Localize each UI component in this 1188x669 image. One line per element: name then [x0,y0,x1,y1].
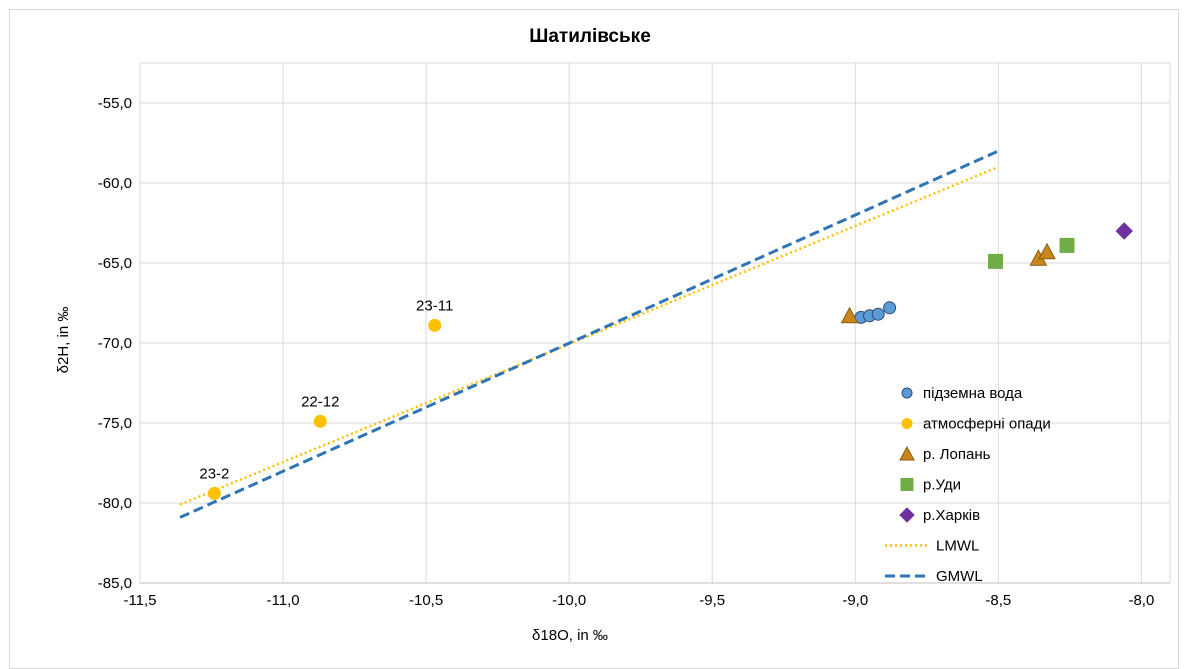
scatter-chart: Шатилівське -85,0 -80,0 -75,0 -70,0 -65,0 -60… [55,26,1171,644]
y-tick-label: -70,0 [98,335,132,352]
data-point [428,318,442,332]
legend-label: GMWL [936,568,983,585]
y-axis-ticks: -85,0 -80,0 -75,0 -70,0 -65,0 -60,0 -55,0 [98,95,132,592]
trend-line-lmwl [179,165,999,506]
x-axis-ticks: -11,5 -11,0 -10,5 -10,0 -9,5 -9,0 -8,5 -8,0 [123,592,1154,609]
y-tick-label: -65,0 [98,255,132,272]
gridlines [139,62,1171,584]
legend-label: р.Уди [923,477,961,494]
legend-label: атмосферні опади [923,416,1051,433]
legend-marker [899,507,915,523]
data-label: 23-2 [199,465,229,482]
chart-title: Шатилівське [529,26,651,47]
legend-marker [900,478,914,491]
data-point [871,307,885,321]
x-tick-label: -8,0 [1128,592,1154,609]
trend-lines [179,149,999,519]
x-tick-label: -8,5 [985,592,1011,609]
data-labels: 23-2 22-12 23-11 [199,297,453,482]
legend-marker [901,418,913,429]
data-label: 23-11 [416,297,453,314]
y-tick-label: -75,0 [98,415,132,432]
x-axis-label: δ18O, in ‰ [532,627,608,644]
legend-marker [901,387,913,399]
y-tick-label: -60,0 [98,175,132,192]
x-tick-label: -10,0 [552,592,586,609]
x-tick-label: -9,0 [842,592,868,609]
chart-container: Шатилівське -85,0 -80,0 -75,0 -70,0 -65,0 -60… [9,9,1179,669]
data-point [840,306,859,324]
x-tick-label: -9,5 [699,592,725,609]
data-point [207,486,221,500]
y-tick-label: -55,0 [98,95,132,112]
data-label: 22-12 [301,393,339,410]
x-tick-label: -11,5 [123,592,156,609]
y-tick-label: -85,0 [98,575,132,592]
data-point [883,301,897,315]
legend: підземна вода атмосферні опади р. Лопань р.… [885,385,1051,585]
data-point [1115,222,1133,240]
legend-label: р.Харків [923,507,980,524]
data-point [313,414,327,428]
x-tick-label: -10,5 [409,592,443,609]
data-point [1059,237,1075,253]
data-point [987,253,1003,269]
legend-marker [899,445,915,461]
data-point [1038,242,1056,260]
legend-label: LMWL [936,538,979,555]
data-points [207,222,1133,500]
x-tick-label: -11,0 [267,592,300,609]
y-tick-label: -80,0 [98,495,132,512]
y-axis-label: δ2H, in ‰ [55,307,72,374]
trend-line-gmwl [179,149,999,519]
legend-label: підземна вода [923,385,1023,402]
legend-label: р. Лопань [923,446,991,463]
